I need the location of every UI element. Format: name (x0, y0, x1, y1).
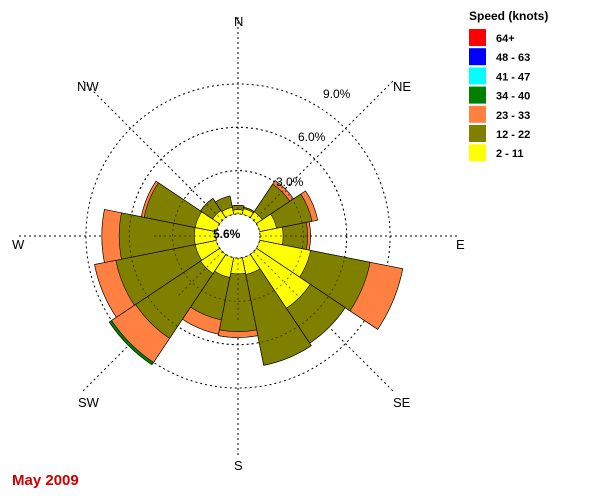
calm-circle (215, 213, 261, 259)
ring-overlay-1 (172, 170, 304, 302)
ring-label-0: 3.0% (276, 175, 304, 189)
legend-swatch-0 (469, 29, 486, 46)
dir-label-n: N (234, 14, 243, 29)
dir-label-e: E (456, 237, 465, 252)
legend-label-3: 34 - 40 (496, 91, 530, 103)
legend-label-1: 48 - 63 (496, 52, 530, 64)
date-caption: May 2009 (12, 472, 79, 489)
legend-swatch-4 (469, 105, 486, 123)
spoke-overlay-3 (253, 251, 300, 298)
legend-swatch-6 (469, 144, 486, 162)
spoke-overlay-5 (176, 251, 223, 298)
spoke-7 (80, 78, 223, 221)
dir-label-sw: SW (78, 395, 100, 410)
calm-label: 5.6% (213, 227, 241, 241)
ring-overlay-2 (128, 126, 348, 346)
spoke-1 (253, 78, 396, 221)
ring-label-2: 9.0% (323, 87, 351, 101)
compass-labels: N NE E SE S SW W NW (12, 14, 465, 473)
spoke-overlay-1 (253, 174, 300, 221)
dir-label-w: W (12, 237, 25, 252)
legend-swatch-1 (469, 48, 486, 66)
legend-label-0: 64+ (496, 33, 515, 45)
dir-label-se: SE (393, 395, 411, 410)
ring-label-1: 6.0% (298, 130, 326, 144)
legend-swatch-3 (469, 86, 486, 104)
legend-label-4: 23 - 33 (496, 110, 530, 122)
dir-label-ne: NE (393, 79, 411, 94)
wind-petals (94, 180, 404, 366)
ring-labels: 3.0% 6.0% 9.0% 5.6% (213, 87, 351, 241)
legend-swatch-2 (469, 67, 486, 85)
dir-label-nw: NW (77, 79, 99, 94)
speed-legend: Speed (knots) 64+ 48 - 63 41 - 47 34 - 40 23 … (469, 9, 548, 162)
spoke-overlay-7 (176, 174, 223, 221)
legend-label-6: 2 - 11 (496, 148, 524, 160)
legend-swatch-5 (469, 125, 486, 142)
legend-label-5: 12 - 22 (496, 129, 530, 141)
dir-label-s: S (234, 458, 243, 473)
legend-title: Speed (knots) (469, 9, 548, 23)
legend-label-2: 41 - 47 (496, 71, 530, 83)
overlay-grid (128, 126, 348, 346)
